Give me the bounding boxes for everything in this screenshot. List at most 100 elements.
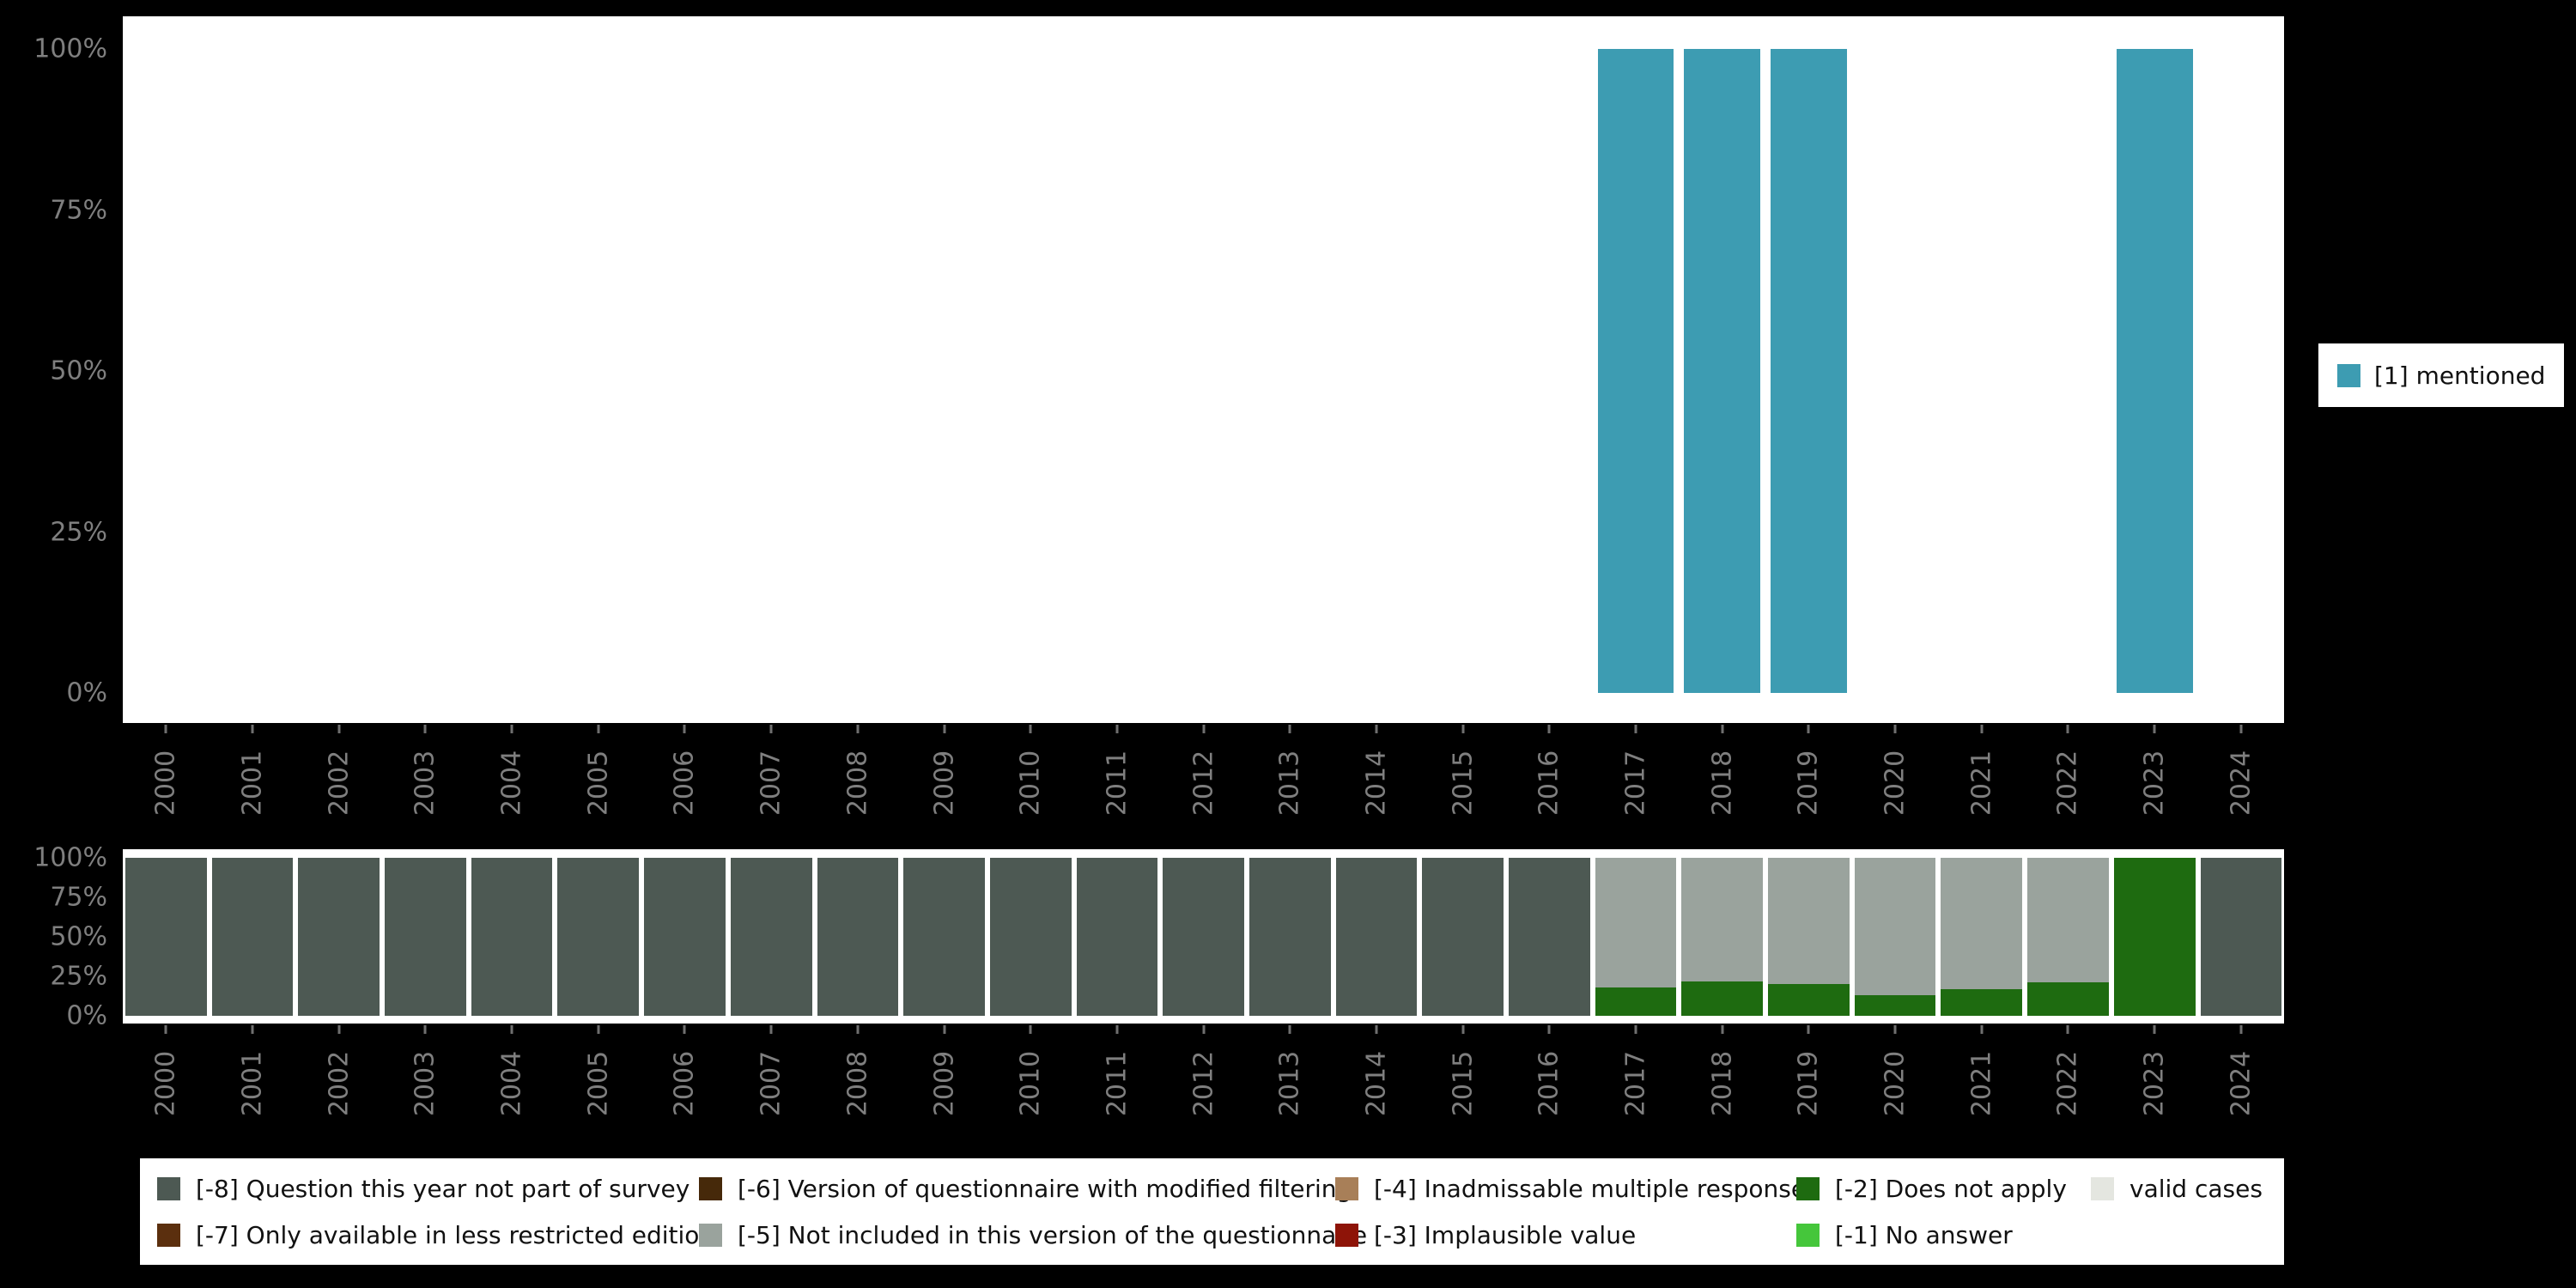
x-axis-tick	[164, 1025, 167, 1034]
bar-segment-2009	[903, 858, 985, 1016]
x-axis-cell-2020: 2020	[1852, 1025, 1939, 1137]
x-axis-label: 2011	[1102, 1050, 1133, 1117]
x-axis-tick	[1893, 1025, 1897, 1034]
x-axis-cell-2011: 2011	[1074, 725, 1161, 836]
x-axis-label: 2009	[929, 750, 960, 817]
legend-swatch	[699, 1223, 722, 1247]
y-axis-label: 25%	[50, 517, 107, 547]
legend-swatch	[1796, 1223, 1820, 1247]
bar-slot-2010	[987, 858, 1074, 1016]
bar-slot-2023	[2111, 49, 2198, 693]
x-axis-label: 2016	[1534, 1050, 1564, 1117]
x-axis-tick	[1721, 1025, 1724, 1034]
x-axis-cell-2008: 2008	[815, 1025, 902, 1137]
bar-segment-2007	[730, 858, 812, 1016]
x-axis-label: 2021	[1966, 750, 1997, 817]
legend-label: [-4] Inadmissable multiple response	[1374, 1174, 1807, 1203]
x-axis-tick	[2066, 725, 2069, 733]
legend-swatch	[699, 1176, 722, 1200]
x-axis-cell-2009: 2009	[901, 1025, 987, 1137]
x-axis-cell-2012: 2012	[1160, 725, 1247, 836]
x-axis-tick	[856, 725, 860, 733]
bar-segment-2002	[298, 858, 380, 1016]
bottom-chart-x-axis: 2000 2001 2002 2003 2004 2005 2006 2007 2008 2009…	[123, 1025, 2284, 1137]
x-axis-tick	[1288, 725, 1291, 733]
top-chart-y-axis: 100% 75% 50% 25% 0%	[0, 16, 116, 723]
x-axis-label: 2001	[237, 1050, 268, 1117]
x-axis-cell-2012: 2012	[1160, 1025, 1247, 1137]
legend-swatch	[2091, 1176, 2114, 1200]
bar-slot-2015	[1419, 49, 1506, 693]
x-axis-cell-2024: 2024	[2198, 1025, 2285, 1137]
bar-segment-2019	[1768, 984, 1850, 1016]
x-axis-tick	[943, 1025, 946, 1034]
x-axis-label: 2024	[2226, 750, 2257, 817]
x-axis-tick	[2239, 725, 2243, 733]
x-axis-label: 2002	[324, 1050, 355, 1117]
x-axis-tick	[1547, 725, 1551, 733]
x-axis-tick	[1029, 725, 1032, 733]
bar-slot-2019	[1765, 49, 1852, 693]
bar-slot-2000	[123, 858, 210, 1016]
x-axis-cell-2000: 2000	[123, 1025, 210, 1137]
bar-slot-2021	[1938, 49, 2025, 693]
x-axis-label: 2017	[1620, 1050, 1651, 1117]
bar-segment-2023	[2116, 49, 2193, 693]
x-axis-cell-2015: 2015	[1419, 1025, 1506, 1137]
bar-slot-2022	[2025, 858, 2111, 1016]
bar-slot-2002	[295, 49, 382, 693]
x-axis-tick	[1721, 725, 1724, 733]
x-axis-cell-2017: 2017	[1593, 725, 1680, 836]
bottom-chart-panel	[123, 849, 2284, 1024]
legend-column: [-2] Does not apply [-1] No answer	[1796, 1169, 2091, 1255]
y-axis-label: 50%	[50, 921, 107, 952]
x-axis-tick	[1029, 1025, 1032, 1034]
x-axis-cell-2016: 2016	[1506, 725, 1593, 836]
x-axis-tick	[423, 1025, 427, 1034]
bar-slot-2004	[469, 858, 556, 1016]
x-axis-tick	[1115, 1025, 1119, 1034]
x-axis-cell-2003: 2003	[382, 1025, 469, 1137]
x-axis-label: 2000	[150, 1050, 181, 1117]
bar-slot-2008	[815, 858, 902, 1016]
legend-item: valid cases	[2091, 1169, 2267, 1208]
x-axis-label: 2020	[1880, 1050, 1911, 1117]
bar-slot-2017	[1593, 49, 1680, 693]
bar-slot-2020	[1852, 858, 1939, 1016]
bar-segment-2001	[211, 858, 294, 1016]
x-axis-tick	[1461, 1025, 1465, 1034]
x-axis-cell-2013: 2013	[1247, 1025, 1334, 1137]
bar-slot-2013	[1247, 49, 1334, 693]
bar-segment-2018	[1684, 49, 1761, 693]
bar-segment-2019	[1771, 49, 1847, 693]
x-axis-cell-2006: 2006	[641, 725, 728, 836]
x-axis-cell-2007: 2007	[728, 725, 815, 836]
x-axis-label: 2016	[1534, 750, 1564, 817]
legend-item: [-8] Question this year not part of surv…	[157, 1169, 699, 1208]
x-axis-cell-2007: 2007	[728, 1025, 815, 1137]
bar-segment-2006	[644, 858, 726, 1016]
bar-slot-2012	[1160, 858, 1247, 1016]
x-axis-tick	[943, 725, 946, 733]
x-axis-label: 2011	[1102, 750, 1133, 817]
bar-slot-2001	[210, 858, 296, 1016]
legend-label: [-2] Does not apply	[1835, 1174, 2067, 1203]
bar-segment-2003	[385, 858, 466, 1016]
x-axis-cell-2018: 2018	[1679, 725, 1765, 836]
legend-label: [-8] Question this year not part of surv…	[196, 1174, 690, 1203]
bar-segment-2018	[1681, 981, 1764, 1016]
bar-slot-2023	[2111, 858, 2198, 1016]
x-axis-cell-2003: 2003	[382, 725, 469, 836]
bar-segment-2014	[1335, 858, 1418, 1016]
x-axis-tick	[251, 725, 254, 733]
x-axis-label: 2006	[669, 750, 700, 817]
legend-item: [-7] Only available in less restricted e…	[157, 1215, 714, 1255]
x-axis-tick	[1807, 1025, 1810, 1034]
x-axis-cell-2018: 2018	[1679, 1025, 1765, 1137]
bar-slot-2020	[1852, 49, 1939, 693]
x-axis-tick	[683, 725, 686, 733]
legend-swatch	[157, 1223, 180, 1247]
x-axis-cell-2021: 2021	[1938, 1025, 2025, 1137]
legend-swatch	[1335, 1223, 1358, 1247]
bar-segment-2023	[2113, 858, 2196, 1016]
